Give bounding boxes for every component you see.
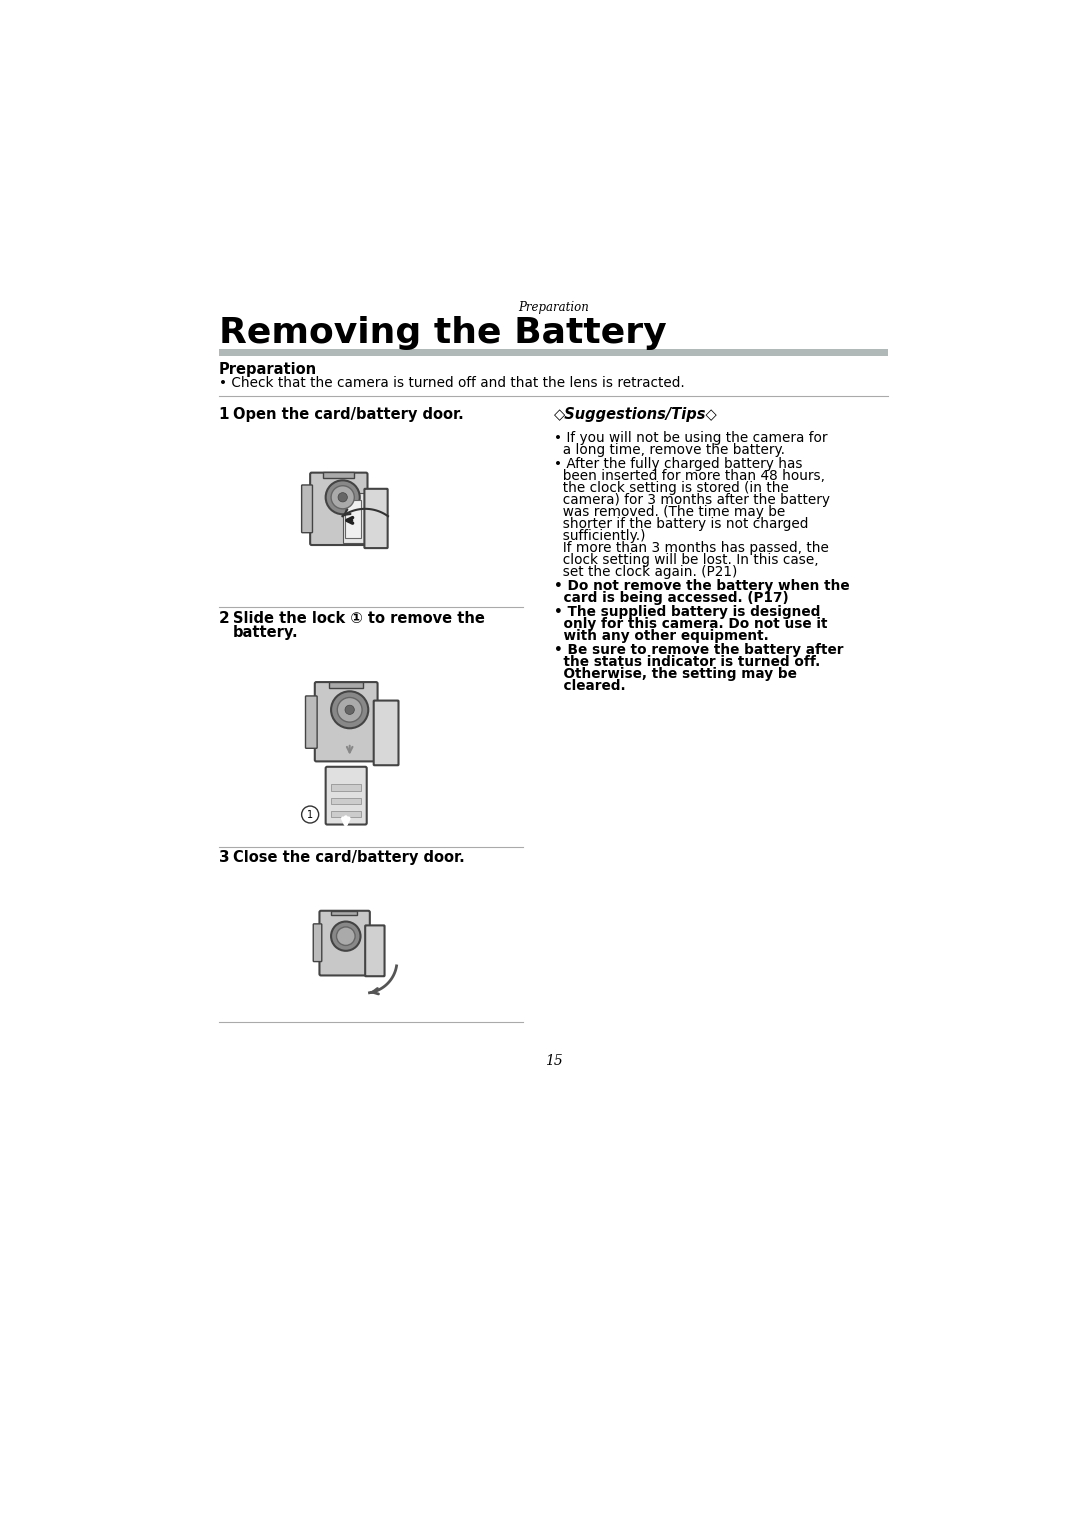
- Text: the status indicator is turned off.: the status indicator is turned off.: [554, 655, 820, 668]
- Text: the clock setting is stored (in the: the clock setting is stored (in the: [554, 481, 788, 494]
- Circle shape: [332, 691, 368, 728]
- Circle shape: [332, 485, 354, 508]
- Text: Preparation: Preparation: [218, 362, 316, 377]
- Text: battery.: battery.: [232, 624, 298, 639]
- Text: been inserted for more than 48 hours,: been inserted for more than 48 hours,: [554, 468, 824, 484]
- Text: Close the card/battery door.: Close the card/battery door.: [232, 850, 464, 865]
- Circle shape: [338, 493, 348, 502]
- Text: • If you will not be using the camera for: • If you will not be using the camera fo…: [554, 430, 827, 446]
- Text: cleared.: cleared.: [554, 679, 625, 693]
- FancyBboxPatch shape: [328, 682, 363, 688]
- Text: • Be sure to remove the battery after: • Be sure to remove the battery after: [554, 642, 843, 658]
- Text: 15: 15: [544, 1054, 563, 1068]
- Text: 1: 1: [307, 809, 313, 819]
- FancyBboxPatch shape: [345, 499, 361, 539]
- Text: card is being accessed. (P17): card is being accessed. (P17): [554, 591, 788, 604]
- Bar: [218, 348, 888, 357]
- FancyBboxPatch shape: [374, 700, 399, 765]
- FancyBboxPatch shape: [364, 488, 388, 548]
- Text: clock setting will be lost. In this case,: clock setting will be lost. In this case…: [554, 552, 819, 566]
- Text: 3: 3: [218, 850, 229, 865]
- Circle shape: [337, 697, 362, 722]
- FancyBboxPatch shape: [332, 911, 357, 916]
- Text: Slide the lock ① to remove the: Slide the lock ① to remove the: [232, 610, 485, 626]
- FancyBboxPatch shape: [342, 493, 364, 543]
- Circle shape: [301, 806, 319, 823]
- FancyBboxPatch shape: [365, 925, 384, 977]
- FancyBboxPatch shape: [313, 923, 322, 961]
- Text: camera) for 3 months after the battery: camera) for 3 months after the battery: [554, 493, 829, 507]
- Text: Otherwise, the setting may be: Otherwise, the setting may be: [554, 667, 796, 681]
- Circle shape: [326, 481, 360, 514]
- Text: set the clock again. (P21): set the clock again. (P21): [554, 565, 737, 578]
- Text: • Do not remove the battery when the: • Do not remove the battery when the: [554, 578, 849, 594]
- Text: 2: 2: [218, 610, 229, 626]
- Text: ◇Suggestions/Tips◇: ◇Suggestions/Tips◇: [554, 406, 717, 421]
- FancyBboxPatch shape: [314, 682, 378, 761]
- Text: Removing the Battery: Removing the Battery: [218, 316, 666, 351]
- Text: shorter if the battery is not charged: shorter if the battery is not charged: [554, 517, 808, 531]
- Text: • The supplied battery is designed: • The supplied battery is designed: [554, 606, 820, 620]
- Text: only for this camera. Do not use it: only for this camera. Do not use it: [554, 617, 827, 632]
- Bar: [332, 798, 361, 804]
- FancyBboxPatch shape: [320, 911, 369, 975]
- Text: sufficiently.): sufficiently.): [554, 530, 645, 543]
- Text: with any other equipment.: with any other equipment.: [554, 629, 768, 642]
- Text: was removed. (The time may be: was removed. (The time may be: [554, 505, 785, 519]
- Circle shape: [332, 922, 361, 951]
- Text: Preparation: Preparation: [518, 301, 589, 314]
- FancyBboxPatch shape: [310, 473, 367, 545]
- Bar: [332, 784, 361, 790]
- Circle shape: [345, 705, 354, 714]
- FancyBboxPatch shape: [326, 766, 367, 824]
- Text: Open the card/battery door.: Open the card/battery door.: [232, 406, 463, 421]
- Text: If more than 3 months has passed, the: If more than 3 months has passed, the: [554, 540, 828, 555]
- FancyBboxPatch shape: [323, 472, 354, 478]
- Text: • Check that the camera is turned off and that the lens is retracted.: • Check that the camera is turned off an…: [218, 377, 685, 391]
- Bar: [332, 810, 361, 816]
- Text: 1: 1: [218, 406, 229, 421]
- Text: • After the fully charged battery has: • After the fully charged battery has: [554, 458, 802, 472]
- FancyBboxPatch shape: [301, 485, 312, 533]
- FancyBboxPatch shape: [306, 696, 318, 748]
- Circle shape: [337, 926, 355, 946]
- Text: a long time, remove the battery.: a long time, remove the battery.: [554, 443, 784, 456]
